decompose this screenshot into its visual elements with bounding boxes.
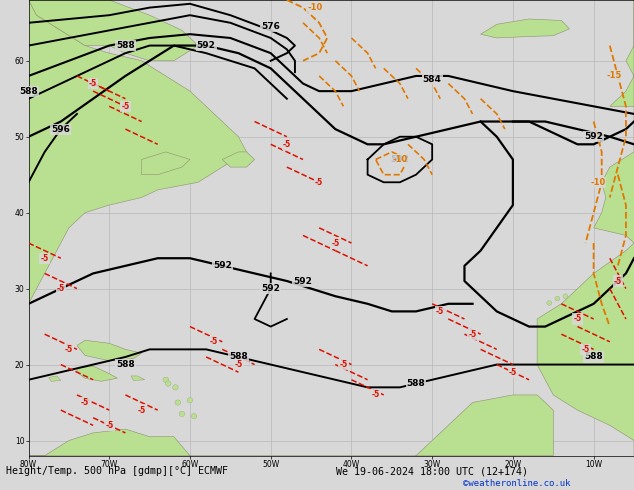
Polygon shape bbox=[77, 340, 141, 361]
Text: -5: -5 bbox=[138, 406, 146, 415]
Text: 584: 584 bbox=[423, 75, 442, 84]
Circle shape bbox=[555, 296, 560, 301]
Polygon shape bbox=[223, 152, 255, 167]
Polygon shape bbox=[49, 376, 61, 381]
Text: 592: 592 bbox=[261, 284, 280, 293]
Text: -5: -5 bbox=[331, 239, 339, 247]
Text: 592: 592 bbox=[391, 155, 410, 164]
Circle shape bbox=[563, 294, 568, 298]
Text: -5: -5 bbox=[581, 345, 590, 354]
Polygon shape bbox=[131, 376, 145, 381]
Text: ©weatheronline.co.uk: ©weatheronline.co.uk bbox=[463, 479, 571, 488]
Text: -10: -10 bbox=[307, 3, 323, 12]
Text: 592: 592 bbox=[213, 261, 231, 270]
Text: -5: -5 bbox=[210, 337, 218, 346]
Text: -10: -10 bbox=[590, 178, 605, 187]
Text: 588: 588 bbox=[116, 41, 135, 50]
Text: -5: -5 bbox=[121, 102, 129, 111]
Text: -5: -5 bbox=[614, 276, 622, 286]
Circle shape bbox=[172, 385, 178, 390]
Circle shape bbox=[163, 377, 169, 382]
Text: 576: 576 bbox=[261, 22, 280, 31]
Text: 588: 588 bbox=[116, 360, 135, 369]
Polygon shape bbox=[610, 0, 634, 106]
Text: 588: 588 bbox=[229, 352, 248, 362]
Text: -5: -5 bbox=[235, 360, 243, 369]
Text: -5: -5 bbox=[508, 368, 517, 377]
Text: -15: -15 bbox=[606, 72, 621, 80]
Text: -5: -5 bbox=[56, 284, 65, 293]
Circle shape bbox=[547, 301, 552, 305]
Polygon shape bbox=[537, 0, 634, 456]
Circle shape bbox=[175, 400, 181, 405]
Text: -5: -5 bbox=[315, 178, 323, 187]
Circle shape bbox=[179, 411, 184, 416]
Text: -5: -5 bbox=[105, 421, 113, 430]
Polygon shape bbox=[29, 0, 198, 61]
Polygon shape bbox=[29, 395, 553, 490]
Text: -10: -10 bbox=[392, 155, 408, 164]
Text: 588: 588 bbox=[19, 87, 38, 96]
Polygon shape bbox=[29, 0, 247, 456]
Text: 592: 592 bbox=[294, 276, 313, 286]
Text: 588: 588 bbox=[585, 352, 603, 362]
Polygon shape bbox=[141, 152, 190, 174]
Text: 592: 592 bbox=[584, 132, 603, 141]
Text: 592: 592 bbox=[197, 41, 216, 50]
Text: -5: -5 bbox=[89, 79, 97, 88]
Text: -5: -5 bbox=[436, 307, 444, 316]
Text: 588: 588 bbox=[406, 379, 425, 388]
Polygon shape bbox=[481, 19, 569, 38]
Text: Height/Temp. 500 hPa [gdmp][°C] ECMWF: Height/Temp. 500 hPa [gdmp][°C] ECMWF bbox=[6, 466, 228, 476]
Text: -5: -5 bbox=[372, 391, 380, 399]
Text: We 19-06-2024 18:00 UTC (12+174): We 19-06-2024 18:00 UTC (12+174) bbox=[336, 466, 528, 476]
Text: -5: -5 bbox=[339, 360, 347, 369]
Text: -5: -5 bbox=[81, 398, 89, 407]
Text: -5: -5 bbox=[41, 254, 49, 263]
Circle shape bbox=[187, 397, 193, 403]
Text: -5: -5 bbox=[469, 330, 477, 339]
Text: -5: -5 bbox=[65, 345, 73, 354]
Text: 596: 596 bbox=[51, 124, 70, 134]
Circle shape bbox=[191, 414, 197, 419]
Circle shape bbox=[165, 381, 171, 386]
Polygon shape bbox=[77, 366, 117, 381]
Text: -5: -5 bbox=[573, 315, 581, 323]
Text: -5: -5 bbox=[283, 140, 291, 149]
